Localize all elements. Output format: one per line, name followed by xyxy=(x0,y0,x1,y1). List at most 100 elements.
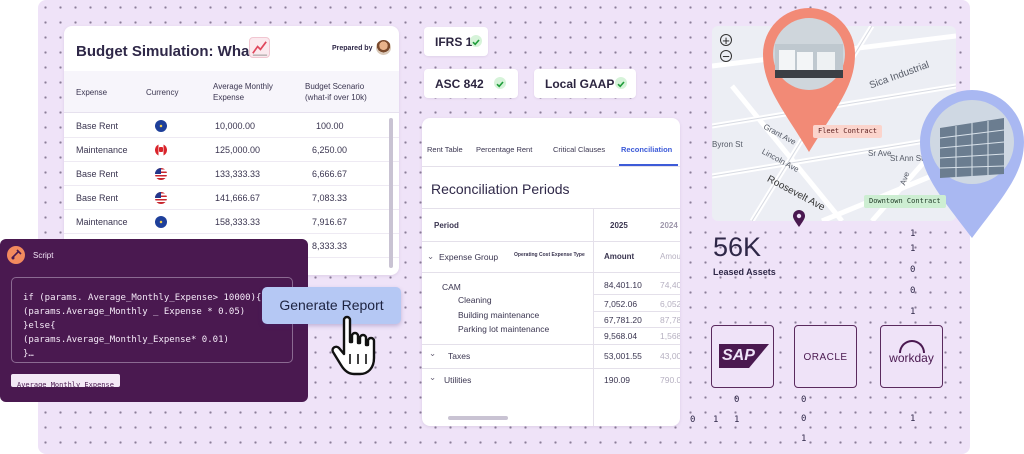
generate-report-button[interactable]: Generate Report xyxy=(262,287,401,324)
active-tab-indicator xyxy=(619,164,678,166)
us-flag-icon xyxy=(155,168,167,180)
col-scenario-line2: (what-if over 10k) xyxy=(305,93,367,102)
location-pin-icon[interactable] xyxy=(792,210,806,228)
value-2025: 9,568.04 xyxy=(604,331,638,341)
budget-simulation-card: Budget Simulation: What if Prepared by E… xyxy=(64,26,399,275)
downtown-contract-pin[interactable] xyxy=(912,88,1024,240)
amount-label-2024: Amou xyxy=(660,252,680,261)
row-divider xyxy=(594,294,680,295)
workday-logo[interactable]: workday xyxy=(880,325,943,388)
column-divider xyxy=(593,208,594,426)
horizontal-scrollbar[interactable] xyxy=(448,416,508,420)
value-2024: 1,568 xyxy=(660,331,680,341)
cell-expense: Base Rent xyxy=(76,169,119,179)
reconciliation-card: Rent Table Percentage Rent Critical Clau… xyxy=(422,118,680,426)
sap-mark: SAP xyxy=(719,344,769,368)
check-icon xyxy=(615,77,627,89)
amount-label: Amount xyxy=(604,252,635,261)
fleet-contract-label[interactable]: Fleet Contract xyxy=(813,125,883,138)
cell-scenario: 7,916.67 xyxy=(312,217,348,227)
binary-digit: 0 xyxy=(690,415,696,425)
period-label: Building maintenance xyxy=(458,310,540,320)
period-label: Utilities xyxy=(444,375,472,385)
period-label: Taxes xyxy=(448,351,471,361)
chevron-down-icon[interactable]: ⌄ xyxy=(429,372,437,382)
value-2024: 74,40 xyxy=(660,280,680,290)
chevron-down-icon[interactable]: ⌄ xyxy=(427,251,435,261)
col-2025[interactable]: 2025 xyxy=(610,221,628,230)
binary-digit: 0 xyxy=(734,395,740,405)
cell-scenario: 100.00 xyxy=(316,121,344,131)
binary-digit: 0 xyxy=(910,265,916,275)
binary-digit: 0 xyxy=(801,414,807,424)
param-chip-label: Average_Monthly_Expense xyxy=(17,381,114,389)
period-label: Parking lot maintenance xyxy=(458,324,550,334)
sap-logo[interactable]: SAP xyxy=(711,325,774,388)
trend-chart-icon xyxy=(249,37,270,58)
hand-pointer-icon xyxy=(331,315,376,376)
prepared-by-label: Prepared by xyxy=(332,45,373,52)
tab-percentage-rent[interactable]: Percentage Rent xyxy=(476,145,533,154)
period-label: Cleaning xyxy=(458,295,492,305)
row-divider xyxy=(594,327,680,328)
param-chip[interactable]: Average_Monthly_Expense xyxy=(11,374,120,389)
cell-avg: 133,333.33 xyxy=(215,169,261,179)
col-period: Period xyxy=(434,221,459,230)
us-flag-icon xyxy=(155,192,167,204)
eu-flag-icon xyxy=(155,216,167,228)
col-scenario-line1: Budget Scenario xyxy=(305,82,365,91)
tab-reconciliation[interactable]: Reconciliation xyxy=(621,145,673,154)
cell-expense: Base Rent xyxy=(76,121,119,131)
downtown-contract-label[interactable]: Downtown Contract xyxy=(864,195,946,208)
cell-scenario: 6,250.00 xyxy=(312,145,348,155)
value-2025: 7,052.06 xyxy=(604,299,638,309)
table-row[interactable]: Base Rent 141,666.67 7,083.33 xyxy=(64,186,399,210)
standard-badge[interactable]: Local GAAP xyxy=(534,69,636,98)
binary-digit: 0 xyxy=(910,286,916,296)
generate-report-label: Generate Report xyxy=(279,297,384,313)
code-line: }… xyxy=(23,349,34,359)
binary-digit: 1 xyxy=(910,229,916,239)
cell-avg: 158,333.33 xyxy=(215,217,261,227)
zoom-out-button[interactable]: − xyxy=(720,50,732,63)
standard-badge[interactable]: ASC 842 xyxy=(424,69,518,98)
binary-digit: 1 xyxy=(713,415,719,425)
leased-assets-value: 56K xyxy=(713,232,762,262)
cell-scenario: 6,666.67 xyxy=(312,169,348,179)
table-row[interactable]: Base Rent 133,333.33 6,666.67 xyxy=(64,162,399,186)
oracle-logo[interactable]: ORACLE xyxy=(794,325,857,388)
avatar[interactable] xyxy=(376,40,391,55)
table-row[interactable]: Maintenance 125,000.00 6,250.00 xyxy=(64,138,399,162)
value-2024: 87,78 xyxy=(660,315,680,325)
fleet-contract-pin[interactable] xyxy=(761,6,857,154)
table-row[interactable]: Base Rent 10,000.00 100.00 xyxy=(64,114,399,138)
table-row[interactable]: Maintenance 158,333.33 7,916.67 xyxy=(64,210,399,234)
street-label: Byron St xyxy=(712,140,743,149)
tab-rent-table[interactable]: Rent Table xyxy=(427,145,463,154)
value-2025: 190.09 xyxy=(604,375,630,385)
cell-scenario: 8,333.33 xyxy=(312,241,348,251)
cell-avg: 141,666.67 xyxy=(215,193,261,203)
check-icon xyxy=(494,77,506,89)
col-currency: Currency xyxy=(146,88,179,97)
expense-type-label: Operating Cost Expense Type xyxy=(514,252,585,258)
script-panel: Script xyxy=(0,239,308,402)
col-avg-line2: Expense xyxy=(213,93,245,102)
col-avg-line1: Average Monthly xyxy=(213,82,273,91)
standard-badge[interactable]: IFRS 16 xyxy=(424,27,488,56)
row-divider xyxy=(594,311,680,312)
period-label: CAM xyxy=(442,282,461,292)
recon-table-header: Period 2025 2024 xyxy=(422,208,680,242)
tab-divider xyxy=(422,166,680,167)
vertical-scrollbar[interactable] xyxy=(389,118,393,268)
chevron-down-icon[interactable]: ⌄ xyxy=(429,348,437,358)
leased-assets-label: Leased Assets xyxy=(713,267,776,277)
tab-critical-clauses[interactable]: Critical Clauses xyxy=(553,145,606,154)
cell-expense: Maintenance xyxy=(76,145,128,155)
code-editor[interactable]: if (params. Average_Monthly_Expense> 100… xyxy=(11,277,293,363)
col-2024[interactable]: 2024 xyxy=(660,221,678,230)
value-2024: 790.0 xyxy=(660,375,680,385)
workday-text: workday xyxy=(889,351,934,365)
canada-flag-icon xyxy=(155,144,167,156)
zoom-in-button[interactable]: + xyxy=(720,34,732,47)
